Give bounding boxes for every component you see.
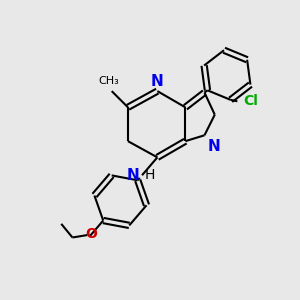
Text: O: O <box>85 227 97 242</box>
Text: N: N <box>151 74 164 89</box>
Text: CH₃: CH₃ <box>98 76 119 86</box>
Text: Cl: Cl <box>243 94 258 108</box>
Text: N: N <box>126 168 139 183</box>
Text: H: H <box>145 168 155 182</box>
Text: N: N <box>207 140 220 154</box>
